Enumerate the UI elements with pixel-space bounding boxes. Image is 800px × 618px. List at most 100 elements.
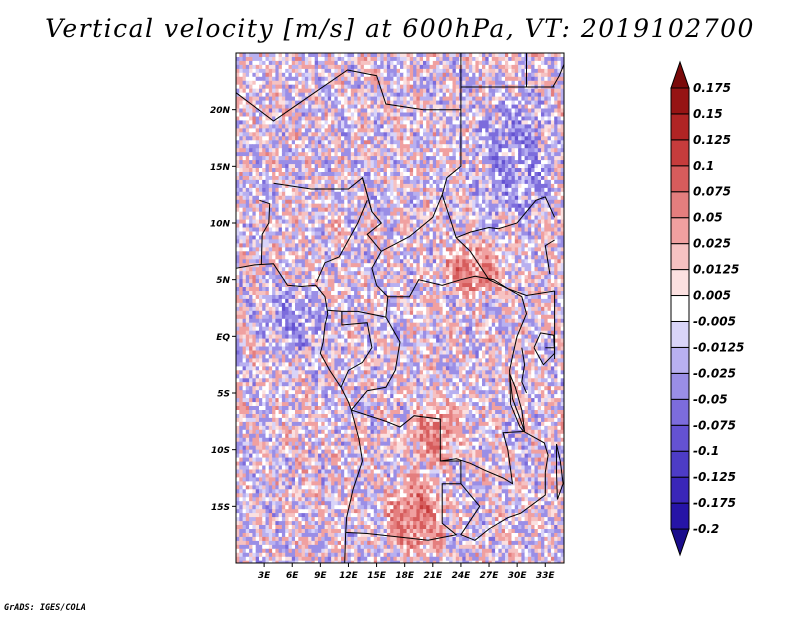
field-cell [383, 132, 388, 137]
field-cell [488, 96, 493, 102]
field-cell [482, 235, 486, 241]
field-cell [249, 215, 253, 221]
field-cell [314, 164, 319, 169]
field-cell [485, 160, 490, 165]
field-cell [560, 88, 564, 94]
field-cell [252, 235, 257, 241]
field-cell [442, 227, 447, 233]
field-cell [475, 247, 480, 252]
field-cell [406, 183, 411, 189]
field-cell [275, 124, 280, 129]
field-cell [327, 92, 332, 98]
field-cell [304, 191, 309, 197]
field-cell [311, 247, 316, 252]
field-cell [432, 60, 437, 66]
field-cell [419, 179, 424, 185]
field-cell [426, 247, 431, 252]
field-cell [360, 136, 365, 141]
field-cell [403, 219, 408, 225]
field-cell [501, 60, 506, 66]
field-cell [386, 160, 391, 165]
field-cell [390, 207, 395, 213]
field-cell [423, 96, 427, 102]
field-cell [521, 160, 526, 165]
field-cell [423, 136, 427, 141]
field-cell [511, 211, 516, 217]
field-cell [547, 211, 552, 217]
field-cell [239, 80, 244, 86]
field-cell [268, 164, 273, 169]
field-cell [262, 124, 267, 129]
field-cell [432, 152, 437, 157]
field-cell [524, 187, 529, 193]
field-cell [380, 156, 385, 161]
field-cell [452, 191, 457, 197]
field-cell [236, 140, 240, 145]
field-cell [475, 132, 480, 137]
field-cell [426, 176, 431, 181]
field-cell [491, 68, 496, 74]
field-cell [311, 223, 316, 229]
field-cell [239, 60, 244, 66]
field-cell [537, 53, 542, 58]
field-cell [265, 144, 270, 149]
field-cell [242, 179, 247, 185]
field-cell [541, 140, 545, 145]
field-cell [505, 168, 509, 173]
field-cell [377, 227, 381, 233]
field-cell [426, 243, 431, 248]
field-cell [449, 132, 454, 137]
field-cell [468, 191, 473, 197]
field-cell [298, 239, 303, 244]
field-cell [318, 140, 322, 145]
field-cell [265, 176, 270, 181]
field-cell [259, 243, 263, 248]
field-cell [527, 239, 532, 244]
field-cell [459, 179, 463, 185]
field-cell [403, 68, 408, 74]
field-cell [442, 247, 447, 252]
field-cell [472, 168, 477, 173]
field-cell [367, 124, 372, 129]
field-cell [357, 116, 362, 122]
field-cell [465, 76, 470, 82]
field-cell [327, 100, 332, 106]
field-cell [462, 120, 467, 125]
field-cell [511, 172, 516, 177]
field-cell [275, 235, 280, 241]
field-cell [426, 152, 431, 157]
field-cell [403, 136, 408, 141]
field-cell [386, 215, 391, 221]
field-cell [236, 231, 240, 237]
field-cell [478, 172, 483, 177]
field-cell [327, 64, 332, 70]
field-cell [413, 57, 417, 62]
field-cell [442, 179, 447, 185]
field-cell [452, 60, 457, 66]
field-cell [255, 243, 260, 248]
field-cell [554, 128, 559, 133]
field-cell [357, 72, 362, 78]
field-cell [475, 72, 480, 78]
field-cell [449, 68, 454, 74]
field-cell [436, 247, 440, 252]
field-cell [281, 132, 286, 137]
field-cell [455, 211, 460, 217]
field-cell [452, 57, 457, 62]
field-cell [406, 168, 411, 173]
field-cell [511, 207, 516, 213]
field-cell [304, 219, 309, 225]
field-cell [370, 96, 375, 102]
field-cell [429, 84, 434, 90]
field-cell [482, 152, 486, 157]
field-cell [285, 120, 290, 125]
field-cell [354, 211, 358, 217]
field-cell [255, 140, 260, 145]
field-cell [485, 148, 490, 153]
field-cell [436, 203, 440, 209]
field-cell [409, 199, 414, 205]
field-cell [423, 172, 427, 177]
field-cell [514, 148, 519, 153]
field-cell [360, 144, 365, 149]
field-cell [393, 84, 398, 90]
